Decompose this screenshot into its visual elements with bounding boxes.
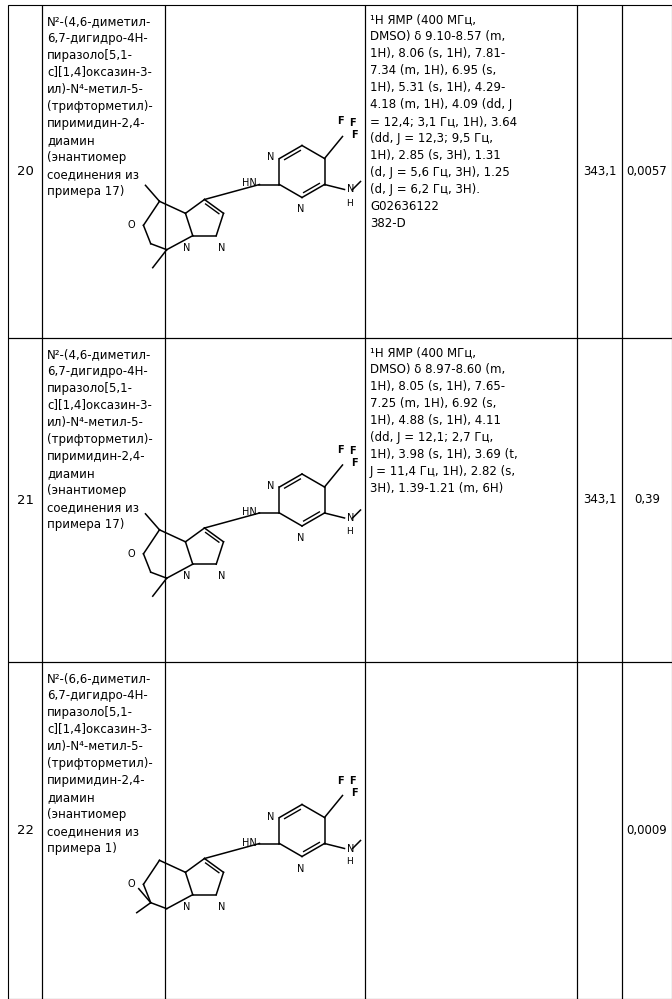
Bar [8, 662, 42, 999]
Text: N²-(4,6-диметил-
6,7-дигидро-4H-
пиразоло[5,1-
c][1,4]оксазин-3-
ил)-N⁴-метил-5-: N²-(4,6-диметил- 6,7-дигидро-4H- пиразол… [47, 15, 153, 198]
Text: 0,0057: 0,0057 [626, 165, 667, 178]
Text: F: F [349, 446, 356, 456]
Text: N: N [218, 902, 226, 912]
Text: HN: HN [242, 179, 257, 189]
Bar [8, 338, 42, 662]
Bar [622, 338, 672, 662]
Bar [42, 5, 165, 338]
Text: N: N [347, 185, 354, 195]
Text: O: O [128, 548, 136, 558]
Text: F: F [351, 130, 358, 140]
Text: O: O [128, 879, 136, 889]
Text: HN: HN [242, 507, 257, 517]
Text: N: N [347, 843, 354, 853]
Text: H: H [347, 199, 353, 208]
Text: N: N [183, 571, 191, 581]
Text: 0,39: 0,39 [634, 494, 660, 506]
Text: N: N [183, 243, 191, 253]
Bar [8, 5, 42, 338]
Text: O: O [128, 221, 136, 231]
Text: N: N [297, 533, 304, 543]
Bar [365, 662, 577, 999]
Text: F: F [337, 775, 344, 785]
Text: 343,1: 343,1 [583, 494, 616, 506]
Text: 0,0009: 0,0009 [626, 824, 667, 837]
Bar [42, 338, 165, 662]
Bar [577, 662, 622, 999]
Text: 20: 20 [17, 165, 34, 178]
Bar [365, 5, 577, 338]
Text: N: N [267, 811, 274, 821]
Bar [42, 662, 165, 999]
Text: N: N [218, 243, 226, 253]
Text: ¹Н ЯМР (400 МГц,
DMSO) δ 9.10-8.57 (m,
1H), 8.06 (s, 1H), 7.81-
7.34 (m, 1H), 6.: ¹Н ЯМР (400 МГц, DMSO) δ 9.10-8.57 (m, 1… [370, 13, 517, 230]
Text: H: H [347, 857, 353, 866]
Text: H: H [347, 527, 353, 536]
Bar [577, 5, 622, 338]
Text: F: F [349, 118, 356, 128]
Bar [165, 5, 365, 338]
Text: N: N [183, 902, 191, 912]
Text: F: F [337, 445, 344, 455]
Bar [165, 338, 365, 662]
Text: F: F [349, 776, 356, 786]
Text: N: N [267, 481, 274, 491]
Text: HN: HN [242, 837, 257, 847]
Text: N: N [297, 863, 304, 873]
Text: ¹Н ЯМР (400 МГц,
DMSO) δ 8.97-8.60 (m,
1H), 8.05 (s, 1H), 7.65-
7.25 (m, 1H), 6.: ¹Н ЯМР (400 МГц, DMSO) δ 8.97-8.60 (m, 1… [370, 346, 517, 495]
Text: 343,1: 343,1 [583, 165, 616, 178]
Text: N²-(6,6-диметил-
6,7-дигидро-4H-
пиразоло[5,1-
c][1,4]оксазин-3-
ил)-N⁴-метил-5-: N²-(6,6-диметил- 6,7-дигидро-4H- пиразол… [47, 672, 153, 855]
Text: N: N [218, 571, 226, 581]
Text: N: N [297, 205, 304, 215]
Bar [365, 338, 577, 662]
Text: F: F [351, 458, 358, 468]
Text: 22: 22 [17, 824, 34, 837]
Bar [577, 338, 622, 662]
Text: N: N [267, 153, 274, 163]
Text: N²-(4,6-диметил-
6,7-дигидро-4H-
пиразоло[5,1-
c][1,4]оксазин-3-
ил)-N⁴-метил-5-: N²-(4,6-диметил- 6,7-дигидро-4H- пиразол… [47, 348, 153, 531]
Bar [165, 662, 365, 999]
Text: 21: 21 [17, 494, 34, 506]
Bar [622, 662, 672, 999]
Text: F: F [337, 117, 344, 127]
Text: N: N [347, 513, 354, 523]
Text: F: F [351, 788, 358, 798]
Bar [622, 5, 672, 338]
